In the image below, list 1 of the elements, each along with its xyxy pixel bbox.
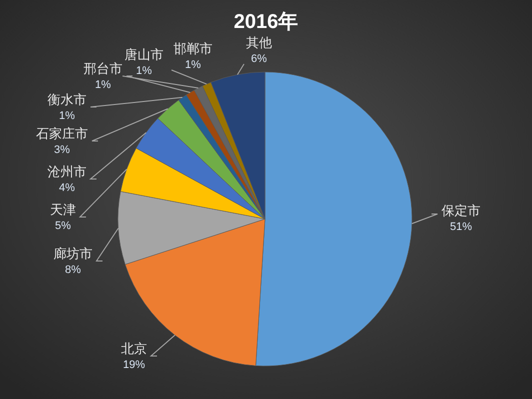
title: 2016年 [234, 11, 298, 33]
